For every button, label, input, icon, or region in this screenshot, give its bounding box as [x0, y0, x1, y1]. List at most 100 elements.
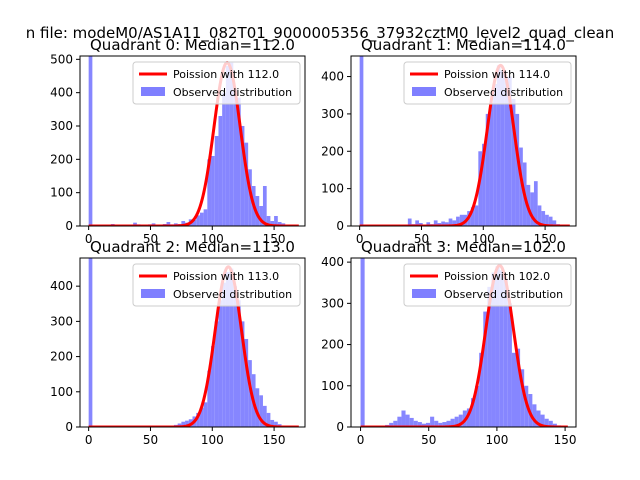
- histogram-bar: [225, 272, 230, 427]
- histogram-bar: [491, 272, 496, 427]
- legend-box: [403, 61, 572, 105]
- y-tick-label: 0: [65, 219, 73, 233]
- histogram-bar: [515, 113, 520, 226]
- histogram-bar: [218, 116, 223, 226]
- y-tick-label: 400: [321, 70, 344, 84]
- histogram-bar: [471, 398, 476, 427]
- x-tick-label: 0: [85, 232, 93, 246]
- histogram-bar: [417, 422, 422, 427]
- histogram-bar: [266, 216, 271, 226]
- histogram-bar: [541, 211, 546, 226]
- histogram-bar: [409, 417, 414, 427]
- histogram-bar: [499, 270, 504, 427]
- histogram-bar: [511, 352, 516, 427]
- y-tick-label: 0: [65, 420, 73, 434]
- histogram-bar: [237, 97, 241, 226]
- histogram-bar: [277, 222, 282, 226]
- histogram-bar: [415, 220, 419, 226]
- legend-label-observed: Observed distribution: [173, 288, 292, 301]
- histogram-bar: [446, 420, 451, 427]
- x-tick-label: 50: [421, 433, 436, 447]
- histogram-bar: [466, 408, 471, 427]
- histogram-bar: [166, 222, 171, 226]
- legend-patch-observed: [412, 289, 436, 298]
- histogram-bar: [88, 56, 93, 226]
- histogram-bar: [248, 169, 252, 226]
- histogram-bar: [508, 76, 512, 226]
- histogram-bar: [495, 266, 500, 427]
- histogram-bar: [397, 416, 402, 427]
- x-tick-label: 150: [554, 433, 577, 447]
- legend-label-poisson: Poission with 112.0: [173, 68, 279, 81]
- histogram-bar: [248, 360, 252, 427]
- histogram-bar: [487, 286, 492, 427]
- histogram-bar: [88, 258, 93, 427]
- histogram-bar: [389, 422, 394, 427]
- histogram-bar: [181, 421, 186, 427]
- histogram-bar: [533, 181, 538, 226]
- y-tick-label: 200: [321, 338, 344, 352]
- histogram-bar: [421, 423, 426, 427]
- y-tick-label: 100: [321, 182, 344, 196]
- histogram-bar: [452, 220, 457, 226]
- histogram-bar: [537, 205, 542, 226]
- histogram-bar: [196, 215, 200, 226]
- histogram-bar: [222, 282, 226, 427]
- plot-area: [358, 56, 571, 226]
- poisson-curve: [87, 265, 300, 427]
- histogram-bar: [177, 423, 182, 427]
- histogram-bar: [203, 209, 208, 226]
- histogram-bar: [185, 420, 189, 427]
- subplot-quadrant-2: 0 50 100 150 0 100 200 300 400 Quadrant 2: Median…: [50, 238, 306, 447]
- histogram-bar: [262, 405, 267, 427]
- histogram-bar: [504, 78, 509, 226]
- histogram-bar: [493, 84, 497, 226]
- poisson-curve: [358, 63, 571, 226]
- y-tick-label: 300: [321, 107, 344, 121]
- histogram-bar: [456, 216, 460, 226]
- histogram-bar: [552, 220, 557, 226]
- x-tick-label: 0: [357, 433, 365, 447]
- histogram-bar: [393, 420, 398, 427]
- y-tick-label: 500: [50, 52, 73, 66]
- histogram-bar: [434, 420, 439, 427]
- plot-area: [359, 258, 569, 427]
- legend-patch-observed: [141, 289, 165, 298]
- legend-label-observed: Observed distribution: [173, 86, 292, 99]
- legend-label-poisson: Poission with 113.0: [173, 270, 279, 283]
- plot-area: [87, 56, 300, 226]
- histogram-bar: [448, 218, 453, 226]
- axes-frame: [350, 55, 577, 227]
- legend-patch-observed: [141, 87, 165, 96]
- histogram-bar: [229, 268, 234, 427]
- y-tick-label: 0: [336, 420, 344, 434]
- histogram-bar: [255, 196, 260, 226]
- histogram-bar: [552, 423, 557, 427]
- y-tick-label: 400: [321, 255, 344, 269]
- histogram-bar: [360, 258, 365, 427]
- histogram-bar: [214, 321, 219, 427]
- histogram-bar: [401, 410, 406, 427]
- x-tick-label: 100: [485, 433, 508, 447]
- histogram-bar: [192, 220, 197, 226]
- histogram-bar: [405, 414, 410, 427]
- legend-box: [132, 61, 301, 105]
- figure-suptitle: n file: modeM0/AS1A11_082T01_9000005356_…: [26, 24, 615, 43]
- subplot-quadrant-3: 0 50 100 150 0 100 200 300 400 Quadrant 3: Median…: [321, 238, 576, 447]
- histogram-bar: [450, 418, 455, 427]
- y-tick-label: 300: [50, 119, 73, 133]
- histogram-bar: [203, 402, 208, 427]
- x-tick-label: 0: [356, 232, 364, 246]
- y-tick-label: 200: [50, 350, 73, 364]
- x-tick-label: 150: [263, 433, 286, 447]
- histogram-bar: [218, 300, 223, 427]
- histogram-bar: [530, 192, 534, 226]
- subplot-quadrant-1: 0 50 100 150 0 100 200 300 400 Quadrant 1: Median…: [321, 36, 577, 246]
- histogram-bar: [199, 407, 204, 427]
- histogram-bar: [475, 385, 480, 427]
- histogram-bar: [516, 348, 521, 427]
- histogram-bar: [459, 214, 464, 226]
- y-tick-label: 100: [50, 186, 73, 200]
